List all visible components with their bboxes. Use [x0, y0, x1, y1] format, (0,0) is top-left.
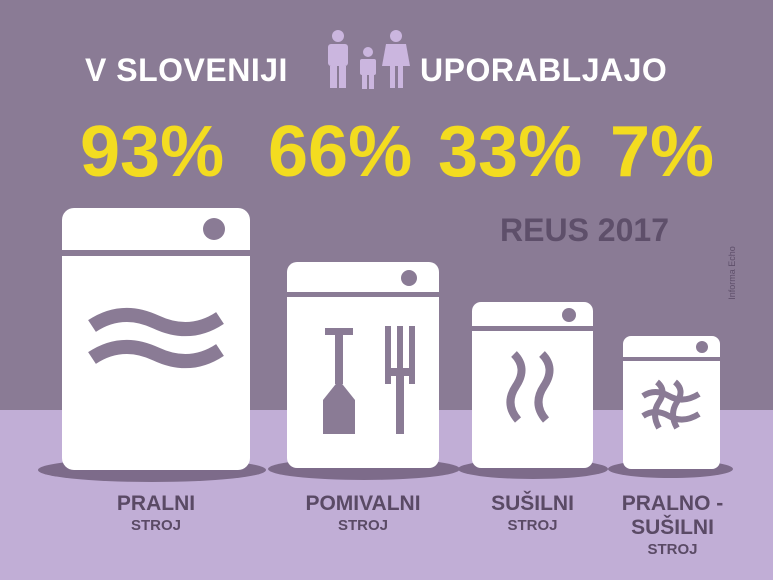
dryer-icon — [472, 302, 593, 468]
label-washing: PRALNI STROJ — [62, 492, 250, 536]
label-dryer-line1: SUŠILNI — [491, 492, 574, 515]
label-washer-dryer-line1b: SUŠILNI — [631, 516, 714, 539]
percent-dryer: 33% — [438, 112, 583, 192]
label-dryer-line2: STROJ — [507, 517, 558, 534]
credit: Informa Echo — [727, 240, 753, 310]
title-left: V SLOVENIJI — [85, 52, 288, 88]
credit-text: Informa Echo — [726, 246, 737, 300]
washing-machine-icon — [62, 208, 250, 470]
label-washer-dryer-line1: PRALNO - — [621, 492, 724, 515]
dishwasher-icon — [287, 262, 439, 468]
label-washer-dryer: PRALNO - SUŠILNI STROJ — [610, 492, 735, 560]
percent-washer-dryer: 7% — [610, 112, 715, 192]
label-dishwasher: POMIVALNI STROJ — [272, 492, 454, 536]
percent-dishwasher: 66% — [268, 112, 413, 192]
title-right: UPORABLJAJO — [420, 52, 668, 88]
label-washing-line2: STROJ — [130, 517, 181, 534]
label-washing-line1: PRALNI — [116, 492, 196, 515]
washer-dryer-icon — [623, 336, 720, 469]
label-dryer: SUŠILNI STROJ — [462, 492, 603, 536]
percent-washing: 93% — [80, 112, 225, 192]
label-dishwasher-line1: POMIVALNI — [305, 492, 421, 515]
label-dishwasher-line2: STROJ — [337, 517, 388, 534]
family-icon — [328, 30, 410, 89]
label-washer-dryer-line2: STROJ — [647, 541, 698, 558]
header: V SLOVENIJI UPORABLJAJO — [0, 30, 773, 98]
source-label: REUS 2017 — [500, 212, 669, 248]
